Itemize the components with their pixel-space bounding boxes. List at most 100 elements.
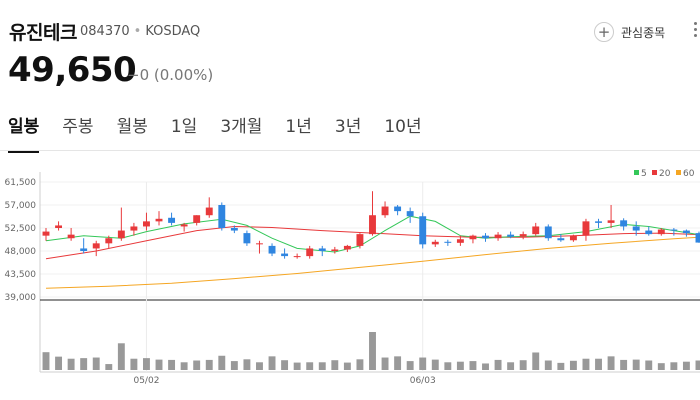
plus-icon: + (594, 22, 614, 42)
y-tick-label: 48,000 (5, 247, 37, 257)
volume-bar (632, 359, 640, 370)
candle-body (230, 228, 238, 231)
y-tick-label: 57,000 (5, 201, 37, 211)
candle-body (557, 238, 565, 241)
volume-bar (218, 355, 226, 370)
candle-body (569, 235, 577, 241)
y-tick-label: 61,500 (5, 178, 37, 188)
volume-bar (544, 360, 552, 370)
volume-bar (67, 358, 75, 370)
candle-body (595, 221, 602, 223)
candle-body (55, 225, 63, 228)
candle-body (80, 248, 88, 251)
candle-body (92, 243, 100, 249)
tab-divider (0, 150, 700, 151)
volume-bar (620, 359, 628, 370)
candle-body (394, 206, 402, 212)
candle-body (369, 215, 376, 235)
volume-bar (256, 362, 263, 370)
volume-bar (180, 362, 188, 370)
stock-code-market: 084370 • KOSDAQ (80, 24, 200, 39)
candle-body (456, 239, 464, 243)
volume-bar (507, 362, 515, 370)
volume-bar (569, 360, 577, 370)
volume-bar (482, 363, 489, 370)
candle-body (444, 241, 452, 243)
volume-bar (306, 362, 314, 370)
candle-body (469, 235, 477, 240)
legend-label: 20 (659, 169, 671, 179)
candle-body (306, 248, 314, 257)
candle-body (143, 221, 150, 227)
tab-weekly[interactable]: 주봉 (62, 117, 94, 137)
volume-bar (143, 358, 150, 370)
volume-bar (268, 356, 276, 370)
volume-bar (80, 358, 88, 370)
volume-bar (155, 359, 163, 370)
volume-bar (369, 332, 376, 370)
candle-body (431, 241, 439, 245)
volume-bar (394, 356, 402, 370)
volume-bar (494, 359, 502, 370)
volume-bar (695, 360, 700, 370)
market-name: KOSDAQ (145, 24, 201, 39)
candle-body (205, 207, 213, 216)
volume-bar (557, 362, 565, 370)
tab-3year[interactable]: 3년 (334, 117, 362, 137)
tab-1day[interactable]: 1일 (170, 117, 198, 137)
legend-swatch (676, 170, 681, 175)
legend-label: 5 (641, 169, 647, 179)
candle-body (645, 230, 653, 235)
candle-body (682, 230, 690, 234)
legend-swatch (652, 170, 657, 175)
tab-daily[interactable]: 일봉 (8, 112, 40, 153)
tab-10year[interactable]: 10년 (384, 117, 422, 137)
volume-bar (582, 358, 590, 370)
candle-body (105, 238, 113, 244)
tab-1year[interactable]: 1년 (285, 117, 312, 137)
tab-monthly[interactable]: 월봉 (116, 117, 148, 137)
x-tick-label: 05/02 (133, 376, 159, 386)
volume-bar (419, 357, 427, 370)
volume-bar (117, 343, 125, 370)
candle-body (356, 234, 364, 246)
candle-body (507, 234, 515, 237)
candle-body (67, 234, 75, 239)
volume-bar (444, 362, 452, 370)
candle-body (318, 248, 326, 251)
volume-bar (682, 361, 690, 370)
y-tick-label: 52,500 (5, 224, 37, 234)
volume-bar (607, 356, 615, 370)
candle-body (331, 249, 339, 251)
candle-body (256, 243, 263, 245)
stock-code: 084370 (80, 24, 130, 39)
candle-body (243, 233, 251, 244)
volume-bar (55, 356, 63, 370)
candle-body (657, 229, 665, 235)
y-tick-label: 39,000 (5, 293, 37, 303)
current-price: 49,650 (8, 50, 137, 90)
candle-body (494, 234, 502, 239)
favorite-label: 관심종목 (621, 25, 666, 40)
candle-body (519, 234, 527, 237)
volume-bar (456, 361, 464, 370)
volume-bar (670, 362, 678, 370)
candle-body (670, 229, 678, 231)
add-favorite-button[interactable]: + 관심종목 (594, 22, 665, 42)
tab-3month[interactable]: 3개월 (220, 117, 263, 137)
volume-bar (532, 352, 540, 370)
ma60-line (45, 236, 700, 289)
legend-swatch (634, 170, 639, 175)
candle-body (117, 230, 125, 239)
candle-body (193, 215, 201, 223)
more-menu-icon[interactable] (694, 22, 698, 40)
candle-body (42, 231, 50, 236)
stock-name: 유진테크 (9, 22, 77, 44)
volume-bar (519, 360, 527, 370)
candle-body (620, 220, 628, 227)
volume-bar (168, 359, 176, 370)
candle-body (532, 226, 540, 235)
price-change: −0 (0.00%) (127, 66, 214, 84)
candle-body (695, 233, 700, 243)
